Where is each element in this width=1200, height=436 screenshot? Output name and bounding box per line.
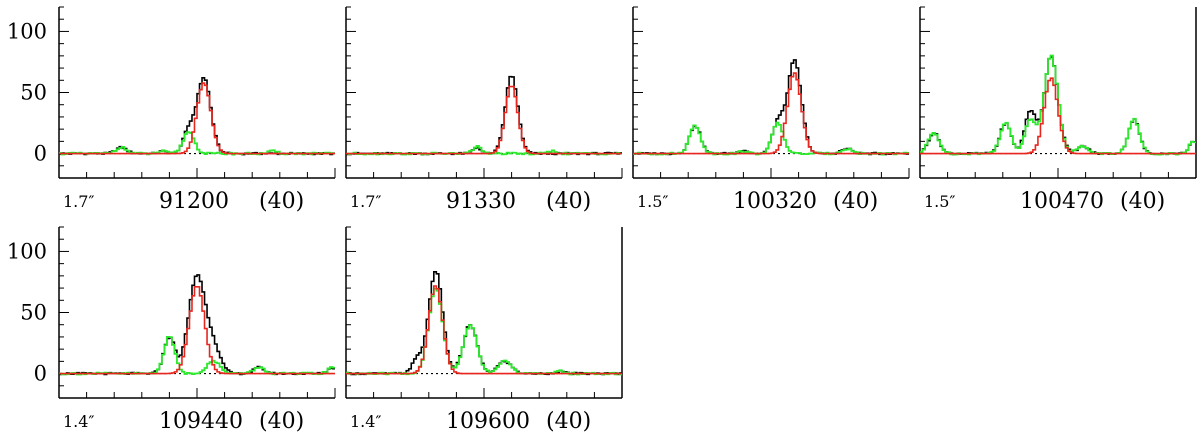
fit-spectrum — [59, 286, 335, 375]
panel-note: (40) — [259, 189, 304, 214]
panel-6: 1.4″ 109600 (40) — [345, 226, 623, 434]
y-tick-label: 100 — [7, 239, 47, 263]
panel-resolution: 1.4″ — [63, 412, 94, 431]
panel-4: 1.5″ 100470 (40) — [919, 6, 1197, 214]
y-tick-label: 0 — [34, 142, 47, 166]
panel-note: (40) — [833, 189, 878, 214]
residual-spectrum — [633, 121, 909, 156]
y-tick-label: 50 — [20, 81, 47, 105]
panel-frequency: 100320 — [733, 189, 817, 214]
panel-resolution: 1.7″ — [350, 192, 381, 211]
fit-spectrum — [346, 85, 622, 155]
panel-resolution: 1.5″ — [924, 192, 955, 211]
panel-note: (40) — [259, 409, 304, 434]
panel-note: (40) — [546, 409, 591, 434]
panel-resolution: 1.4″ — [350, 412, 381, 431]
panel-5: 0 50 100 1.4″ 109440 (40) — [7, 226, 336, 434]
panel-note: (40) — [1120, 189, 1165, 214]
panel-frequency: 109440 — [159, 409, 243, 434]
panel-frequency: 91200 — [159, 189, 229, 214]
panel-frequency: 109600 — [446, 409, 530, 434]
residual-spectrum — [59, 336, 335, 376]
panel-1: 0 50 100 1.7″ 91200 (40) — [7, 6, 336, 214]
observed-spectrum — [346, 270, 622, 376]
y-tick-label: 0 — [34, 362, 47, 386]
fit-spectrum — [633, 72, 909, 155]
panel-frequency: 100470 — [1020, 189, 1104, 214]
fit-spectrum — [59, 82, 335, 155]
y-tick-label: 100 — [7, 19, 47, 43]
panel-note: (40) — [546, 189, 591, 214]
fit-spectrum — [920, 77, 1196, 155]
panel-resolution: 1.7″ — [63, 192, 94, 211]
y-tick-label: 50 — [20, 301, 47, 325]
residual-spectrum — [59, 131, 335, 156]
observed-spectrum — [346, 75, 622, 156]
fit-spectrum — [346, 285, 622, 375]
panel-2: 1.7″ 91330 (40) — [345, 6, 623, 214]
residual-spectrum — [346, 287, 622, 376]
panel-3: 1.5″ 100320 (40) — [632, 6, 910, 214]
observed-spectrum — [59, 274, 335, 376]
panel-resolution: 1.5″ — [637, 192, 668, 211]
panel-frequency: 91330 — [446, 189, 516, 214]
